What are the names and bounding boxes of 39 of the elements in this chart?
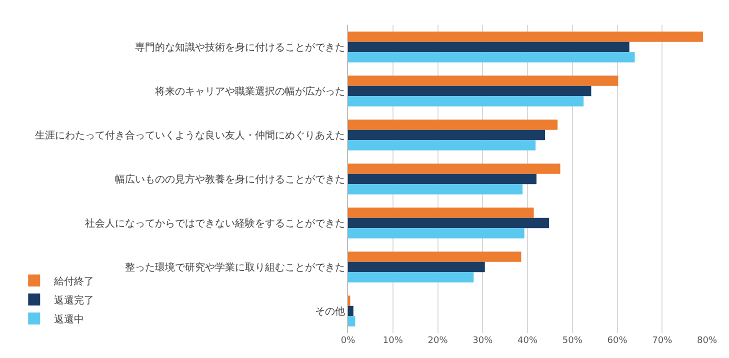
x-tick-label: 30%: [472, 336, 494, 346]
bar: [348, 76, 618, 86]
legend-label: 返還中: [54, 313, 84, 326]
x-tick-label: 40%: [517, 336, 538, 346]
bar: [348, 306, 354, 316]
bar: [348, 208, 534, 218]
bar: [348, 228, 524, 238]
bar: [348, 272, 474, 282]
bar: [348, 184, 523, 194]
bar: [348, 316, 356, 326]
bar: [348, 130, 545, 140]
bar: [348, 140, 536, 150]
bar: [348, 164, 560, 174]
bar: [348, 120, 558, 130]
legend-label: 返還完了: [54, 294, 94, 306]
x-tick-label: 0%: [340, 336, 356, 346]
y-tick-label: 将来のキャリアや職業選択の幅が広がった: [154, 86, 345, 98]
y-tick-label: 幅広いものの見方や教養を身に付けることができた: [115, 174, 345, 186]
bar: [348, 218, 550, 228]
x-tick-label: 10%: [382, 336, 404, 346]
x-tick-label: 60%: [607, 336, 628, 346]
x-tick-label: 50%: [562, 336, 583, 346]
y-tick-label: 専門的な知識や技術を身に付けることができた: [135, 42, 345, 54]
bar: [348, 52, 635, 62]
y-tick-label: その他: [315, 306, 345, 318]
bar: [348, 174, 536, 184]
y-tick-label: 生涯にわたって付き合っていくような良い友人・仲間にめぐりあえた: [35, 130, 345, 142]
bar: [348, 252, 522, 262]
bar: [348, 262, 485, 272]
y-tick-label: 社会人になってからではできない経験をすることができた: [85, 218, 345, 230]
legend-label: 給付終了: [53, 275, 94, 288]
x-tick-label: 80%: [696, 336, 718, 346]
bar: [348, 32, 703, 42]
x-tick-label: 20%: [428, 336, 448, 346]
bar: [348, 86, 592, 96]
bar: [348, 42, 630, 52]
bar: [348, 96, 584, 106]
y-tick-label: 整った環境で研究や学業に取り組むことができた: [125, 262, 345, 274]
x-tick-label: 70%: [652, 336, 673, 346]
